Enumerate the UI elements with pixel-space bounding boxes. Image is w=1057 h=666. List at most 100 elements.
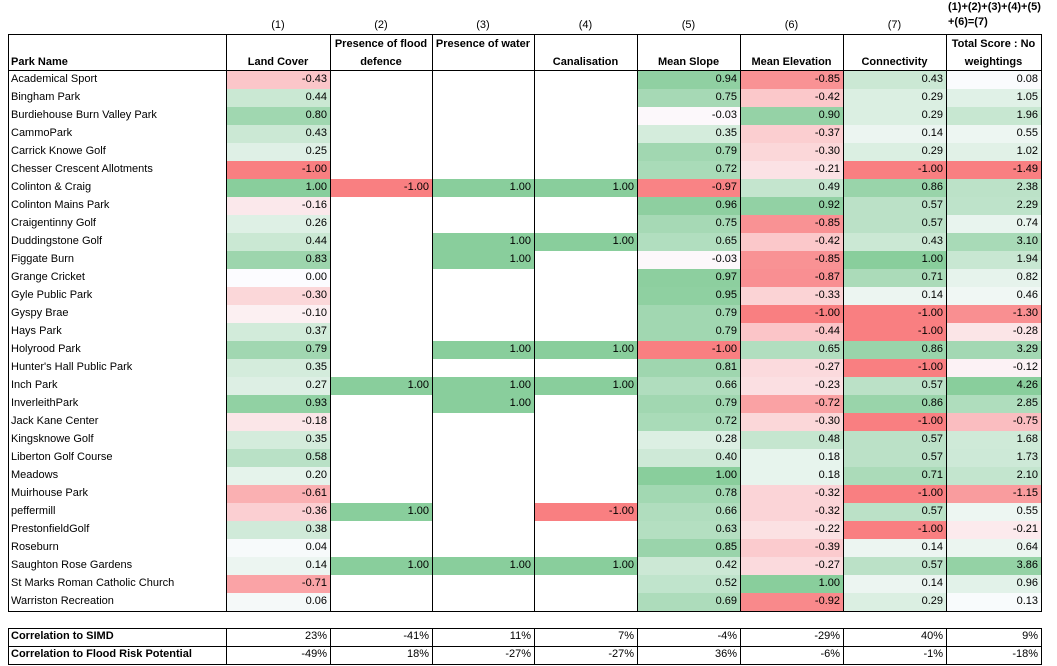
park-name-cell: Jack Kane Center bbox=[11, 415, 99, 427]
park-name-cell: peffermill bbox=[11, 505, 56, 517]
column-header: Total Score : No weightings bbox=[951, 38, 1036, 68]
column-header: Presence of flood defence bbox=[334, 38, 428, 68]
value-cell: -0.71 bbox=[226, 575, 330, 593]
park-name-cell: Academical Sport bbox=[11, 73, 98, 85]
value-cell bbox=[534, 107, 637, 125]
value-cell: -0.27 bbox=[740, 557, 843, 575]
value-cell: 1.00 bbox=[534, 557, 637, 575]
value-cell: 0.37 bbox=[226, 323, 330, 341]
value-cell: -1.00 bbox=[843, 161, 946, 179]
value-cell: 1.94 bbox=[946, 251, 1041, 269]
park-name-cell: Colinton Mains Park bbox=[11, 199, 110, 211]
value-cell bbox=[534, 575, 637, 593]
grid-line bbox=[534, 34, 535, 611]
value-cell bbox=[330, 539, 432, 557]
value-cell: 0.35 bbox=[226, 431, 330, 449]
grid-line bbox=[946, 34, 947, 611]
value-cell: 1.00 bbox=[534, 341, 637, 359]
value-cell bbox=[432, 431, 534, 449]
park-name-cell: Muirhouse Park bbox=[11, 487, 89, 499]
value-cell: 0.46 bbox=[946, 287, 1041, 305]
value-cell bbox=[534, 125, 637, 143]
value-cell: 0.74 bbox=[946, 215, 1041, 233]
value-cell: -0.22 bbox=[740, 521, 843, 539]
value-cell: 0.79 bbox=[637, 143, 740, 161]
value-cell: 0.79 bbox=[637, 305, 740, 323]
grid-line bbox=[8, 664, 1042, 665]
value-cell: -0.36 bbox=[226, 503, 330, 521]
correlation-value: 40% bbox=[920, 630, 943, 642]
value-cell bbox=[534, 431, 637, 449]
value-cell bbox=[534, 269, 637, 287]
park-name-cell: Bingham Park bbox=[11, 91, 81, 103]
value-cell: 0.65 bbox=[740, 341, 843, 359]
value-cell: 0.43 bbox=[843, 71, 946, 89]
value-cell bbox=[432, 269, 534, 287]
value-cell bbox=[534, 251, 637, 269]
value-cell: 0.29 bbox=[843, 593, 946, 611]
value-cell bbox=[330, 233, 432, 251]
park-name-cell: InverleithPark bbox=[11, 397, 79, 409]
value-cell: 0.57 bbox=[843, 449, 946, 467]
correlation-value: -27% bbox=[608, 648, 634, 660]
value-cell: 2.10 bbox=[946, 467, 1041, 485]
grid-line bbox=[226, 34, 227, 611]
value-cell: 0.97 bbox=[637, 269, 740, 287]
footer-label: Correlation to SIMD bbox=[11, 630, 114, 642]
park-name-cell: Holyrood Park bbox=[11, 343, 81, 355]
value-cell bbox=[432, 503, 534, 521]
park-name-cell: Grange Cricket bbox=[11, 271, 85, 283]
value-cell: 0.65 bbox=[637, 233, 740, 251]
value-cell: -1.00 bbox=[534, 503, 637, 521]
value-cell: 0.08 bbox=[946, 71, 1041, 89]
value-cell: 0.64 bbox=[946, 539, 1041, 557]
value-cell: -0.27 bbox=[740, 359, 843, 377]
value-cell: -1.00 bbox=[843, 305, 946, 323]
value-cell bbox=[534, 89, 637, 107]
value-cell: 1.00 bbox=[534, 233, 637, 251]
value-cell: 0.90 bbox=[740, 107, 843, 125]
value-cell bbox=[534, 413, 637, 431]
value-cell bbox=[432, 323, 534, 341]
grid-line bbox=[8, 70, 1042, 71]
value-cell: 1.00 bbox=[534, 377, 637, 395]
value-cell: 0.83 bbox=[226, 251, 330, 269]
value-cell: 0.81 bbox=[637, 359, 740, 377]
value-cell: 1.00 bbox=[432, 557, 534, 575]
grid-line bbox=[8, 646, 1042, 647]
value-cell bbox=[330, 341, 432, 359]
value-cell: -0.85 bbox=[740, 251, 843, 269]
value-cell: 0.43 bbox=[226, 125, 330, 143]
value-cell: -1.00 bbox=[843, 413, 946, 431]
column-index: (7) bbox=[887, 19, 902, 31]
value-cell: 0.57 bbox=[843, 377, 946, 395]
value-cell bbox=[330, 485, 432, 503]
value-cell bbox=[330, 251, 432, 269]
value-cell bbox=[534, 521, 637, 539]
value-cell: 0.94 bbox=[637, 71, 740, 89]
column-index: (1) bbox=[271, 19, 285, 31]
value-cell: -0.03 bbox=[637, 107, 740, 125]
value-cell: 1.02 bbox=[946, 143, 1041, 161]
value-cell: 0.79 bbox=[637, 323, 740, 341]
column-header: Canalisation bbox=[552, 56, 619, 68]
value-cell: -1.00 bbox=[226, 161, 330, 179]
value-cell: 0.57 bbox=[843, 431, 946, 449]
value-cell: 0.00 bbox=[226, 269, 330, 287]
value-cell: 1.00 bbox=[330, 503, 432, 521]
value-cell: 0.29 bbox=[843, 107, 946, 125]
value-cell: 0.57 bbox=[843, 503, 946, 521]
value-cell: -0.85 bbox=[740, 71, 843, 89]
correlation-value: 36% bbox=[714, 648, 737, 660]
value-cell: 0.78 bbox=[637, 485, 740, 503]
value-cell bbox=[432, 215, 534, 233]
column-header: Connectivity bbox=[861, 56, 928, 68]
value-cell: 0.57 bbox=[843, 557, 946, 575]
column-header: Presence of water bbox=[435, 38, 531, 50]
value-cell: 1.00 bbox=[432, 377, 534, 395]
correlation-value: -29% bbox=[814, 630, 840, 642]
value-cell bbox=[330, 71, 432, 89]
value-cell: -0.37 bbox=[740, 125, 843, 143]
value-cell: 1.00 bbox=[432, 341, 534, 359]
